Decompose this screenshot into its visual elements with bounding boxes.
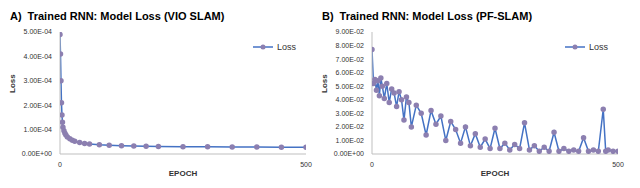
svg-text:2.00E-02: 2.00E-02 xyxy=(336,123,365,130)
html-text:Loss: Loss xyxy=(589,42,608,52)
svg-text:5.00E-04: 5.00E-04 xyxy=(24,28,53,35)
svg-text:1.00E-04: 1.00E-04 xyxy=(24,126,53,133)
svg-text:7.00E-02: 7.00E-02 xyxy=(336,56,365,63)
svg-text:8.00E-02: 8.00E-02 xyxy=(336,42,365,49)
svg-text:6.00E-02: 6.00E-02 xyxy=(336,69,365,76)
svg-text:500: 500 xyxy=(612,161,624,168)
svg-text:2.00E-04: 2.00E-04 xyxy=(24,102,53,109)
svg-text:5.00E-02: 5.00E-02 xyxy=(336,83,365,90)
svg-text:EPOCH: EPOCH xyxy=(481,169,510,178)
svg-text:0: 0 xyxy=(58,161,62,168)
svg-text:3.00E-04: 3.00E-04 xyxy=(24,77,53,84)
svg-text:Loss: Loss xyxy=(8,74,17,93)
svg-text:3.00E-02: 3.00E-02 xyxy=(336,110,365,117)
svg-text:EPOCH: EPOCH xyxy=(169,169,198,178)
html-text:A): A) xyxy=(10,10,22,22)
svg-text:0.00E+00: 0.00E+00 xyxy=(334,150,364,157)
svg-text:0: 0 xyxy=(370,161,374,168)
svg-text:4.00E-04: 4.00E-04 xyxy=(24,53,53,60)
svg-text:9.00E-02: 9.00E-02 xyxy=(336,28,365,35)
svg-text:500: 500 xyxy=(300,161,312,168)
svg-text:1.00E-02: 1.00E-02 xyxy=(336,137,365,144)
html-text:Trained RNN: Model Loss (PF-SL: Trained RNN: Model Loss (PF-SLAM) xyxy=(339,10,533,22)
svg-text:4.00E-02: 4.00E-02 xyxy=(336,96,365,103)
html-text:Loss: Loss xyxy=(277,42,296,52)
html-text:Trained RNN: Model Loss (VIO S: Trained RNN: Model Loss (VIO SLAM) xyxy=(27,10,225,22)
svg-text:Loss: Loss xyxy=(320,74,329,93)
html-text:B): B) xyxy=(322,10,334,22)
svg-text:0.00E+00: 0.00E+00 xyxy=(22,150,52,157)
